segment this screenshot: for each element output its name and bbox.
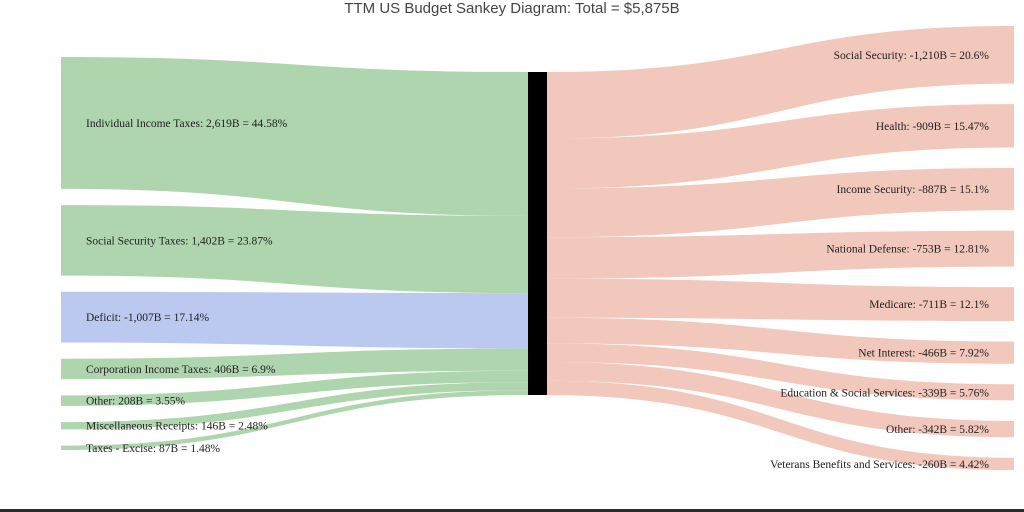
source-label-1: Social Security Taxes: 1,402B = 23.87% bbox=[86, 235, 273, 247]
target-label-7: Other: -342B = 5.82% bbox=[886, 424, 989, 436]
target-flow-6 bbox=[547, 343, 1014, 401]
source-label-5: Miscellaneous Receipts: 146B = 2.48% bbox=[86, 421, 268, 433]
target-label-2: Income Security: -887B = 15.1% bbox=[837, 184, 990, 196]
target-flow-7 bbox=[547, 362, 1014, 438]
source-label-3: Corporation Income Taxes: 406B = 6.9% bbox=[86, 364, 276, 376]
target-label-5: Net Interest: -466B = 7.92% bbox=[858, 348, 989, 360]
target-flow-4 bbox=[547, 278, 1014, 322]
target-label-0: Social Security: -1,210B = 20.6% bbox=[834, 50, 990, 62]
target-label-4: Medicare: -711B = 12.1% bbox=[869, 299, 989, 311]
source-label-2: Deficit: -1,007B = 17.14% bbox=[86, 312, 209, 324]
source-flow-6 bbox=[61, 390, 528, 450]
target-flow-5 bbox=[547, 317, 1014, 364]
chart-title: TTM US Budget Sankey Diagram: Total = $5… bbox=[344, 0, 679, 17]
source-label-0: Individual Income Taxes: 2,619B = 44.58% bbox=[86, 118, 288, 130]
flow-group bbox=[61, 26, 1014, 471]
source-flow-1 bbox=[61, 205, 528, 294]
target-label-8: Veterans Benefits and Services: -260B = … bbox=[770, 459, 989, 471]
bottom-rule bbox=[0, 509, 1024, 512]
source-flow-5 bbox=[61, 382, 528, 430]
target-label-3: National Defense: -753B = 12.81% bbox=[826, 244, 989, 256]
center-node bbox=[528, 72, 547, 395]
target-label-6: Education & Social Services: -339B = 5.7… bbox=[780, 387, 989, 399]
target-flow-2 bbox=[547, 167, 1014, 238]
node-group bbox=[528, 72, 547, 395]
target-flow-8 bbox=[547, 380, 1014, 471]
source-flow-4 bbox=[61, 370, 528, 406]
source-flow-3 bbox=[61, 348, 528, 380]
source-label-6: Taxes - Excise: 87B = 1.48% bbox=[86, 443, 220, 455]
target-flow-3 bbox=[547, 230, 1014, 279]
target-label-1: Health: -909B = 15.47% bbox=[876, 121, 990, 133]
label-group: Individual Income Taxes: 2,619B = 44.58%… bbox=[86, 50, 989, 471]
source-label-4: Other: 208B = 3.55% bbox=[86, 396, 186, 408]
target-flow-1 bbox=[547, 104, 1014, 189]
source-flow-0 bbox=[61, 57, 528, 216]
target-flow-0 bbox=[547, 26, 1014, 139]
source-flow-2 bbox=[61, 291, 528, 349]
